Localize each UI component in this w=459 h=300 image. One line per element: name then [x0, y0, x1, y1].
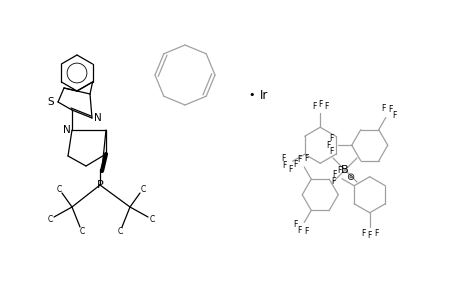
- Text: C: C: [79, 226, 84, 236]
- Text: F: F: [329, 134, 333, 143]
- Text: F: F: [360, 229, 365, 238]
- Text: •: •: [248, 90, 255, 100]
- Text: F: F: [304, 226, 308, 236]
- Text: F: F: [381, 104, 385, 113]
- Text: F: F: [324, 103, 328, 112]
- Text: C: C: [149, 215, 154, 224]
- Text: Ir: Ir: [259, 88, 268, 101]
- Text: F: F: [337, 166, 341, 175]
- Text: F: F: [311, 103, 315, 112]
- Text: N: N: [94, 113, 101, 123]
- Text: S: S: [48, 97, 54, 107]
- Text: ⊚: ⊚: [345, 172, 353, 182]
- Text: F: F: [387, 105, 392, 114]
- Text: F: F: [392, 111, 396, 120]
- Text: F: F: [331, 170, 336, 179]
- Text: F: F: [373, 229, 377, 238]
- Text: F: F: [326, 141, 330, 150]
- Text: F: F: [330, 177, 335, 186]
- Text: F: F: [367, 231, 371, 240]
- Text: F: F: [297, 226, 301, 235]
- Text: F: F: [317, 100, 322, 109]
- Text: F: F: [293, 160, 297, 169]
- Text: F: F: [282, 161, 286, 170]
- Text: C: C: [56, 184, 62, 194]
- Text: C: C: [117, 226, 123, 236]
- Text: F: F: [329, 147, 333, 156]
- Text: P: P: [96, 180, 103, 190]
- Text: C: C: [140, 184, 146, 194]
- Text: N: N: [63, 125, 71, 135]
- Text: F: F: [297, 155, 301, 164]
- Text: F: F: [304, 154, 308, 163]
- Text: C: C: [47, 215, 52, 224]
- Text: F: F: [281, 154, 285, 164]
- Text: F: F: [293, 220, 297, 229]
- Text: B: B: [341, 165, 348, 175]
- Text: F: F: [287, 165, 292, 174]
